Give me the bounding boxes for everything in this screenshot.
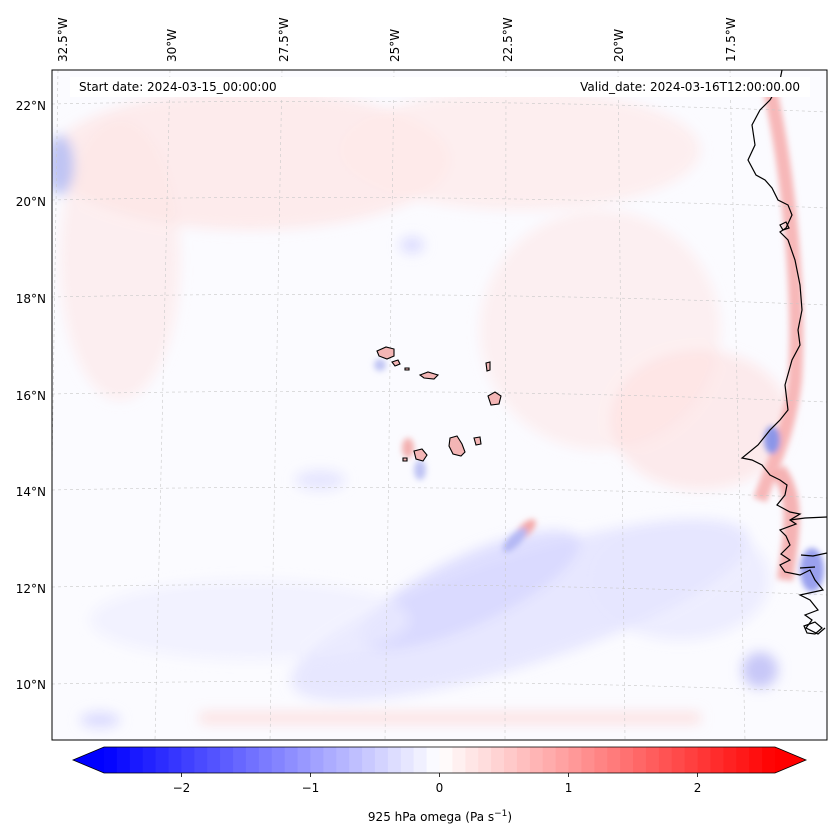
colorbar-segment <box>233 747 247 773</box>
colorbar-segment <box>297 747 312 773</box>
colorbar-segment <box>271 747 286 773</box>
colorbar-segment <box>542 747 557 773</box>
colorbar-segment <box>658 747 673 773</box>
colorbar-tick-label: −1 <box>302 781 320 795</box>
colorbar-segment <box>336 747 350 773</box>
colorbar-segments <box>104 747 776 773</box>
lat-label: 10°N <box>16 678 46 692</box>
colorbar-segment <box>581 747 595 773</box>
lon-label: 17.5°W <box>724 17 738 62</box>
colorbar-segment <box>516 747 531 773</box>
longitude-labels: 32.5°W 30°W 27.5°W 25°W 22.5°W 20°W 17.5… <box>56 17 738 62</box>
colorbar-segment <box>736 747 750 773</box>
colorbar-segment <box>710 747 724 773</box>
colorbar-tick-label: 1 <box>565 781 573 795</box>
colorbar: −2 −1 0 1 2 925 hPa omega (Pa s−1) <box>71 746 808 824</box>
colorbar-segment <box>555 747 570 773</box>
colorbar-segment <box>491 747 505 773</box>
island-santiago <box>448 435 466 457</box>
colorbar-segment <box>594 747 608 773</box>
colorbar-segment <box>284 747 299 773</box>
colorbar-segment <box>478 747 492 773</box>
latitude-labels: 22°N 20°N 18°N 16°N 14°N 12°N 10°N <box>16 99 46 692</box>
lon-label: 20°W <box>612 29 626 62</box>
cape-verde-islands <box>376 346 502 462</box>
start-date-label: Start date: 2024-03-15_00:00:00 <box>79 80 277 94</box>
colorbar-segment <box>104 747 118 773</box>
colorbar-segment <box>349 747 363 773</box>
map-frame <box>51 69 828 741</box>
colorbar-segment <box>607 747 621 773</box>
colorbar-segment <box>723 747 737 773</box>
lon-label: 22.5°W <box>501 17 515 62</box>
colorbar-segment <box>504 747 518 773</box>
colorbar-segment <box>155 747 170 773</box>
colorbar-segment <box>645 747 660 773</box>
lon-label: 27.5°W <box>277 17 291 62</box>
colorbar-label: 925 hPa omega (Pa s−1) <box>368 809 512 824</box>
colorbar-segment <box>529 747 544 773</box>
gridlines <box>52 70 827 740</box>
colorbar-segment <box>181 747 195 773</box>
colorbar-ticks: −2 −1 0 1 2 <box>173 773 702 795</box>
colorbar-segment <box>116 747 131 773</box>
island-sao-vicente <box>391 359 401 367</box>
colorbar-segment <box>439 747 453 773</box>
colorbar-segment <box>697 747 712 773</box>
colorbar-segment <box>671 747 686 773</box>
colorbar-tick-label: 0 <box>436 781 444 795</box>
lat-label: 20°N <box>16 195 46 209</box>
colorbar-segment <box>168 747 183 773</box>
island-brava <box>402 457 408 462</box>
lat-label: 18°N <box>16 292 46 306</box>
island-sal <box>485 361 491 372</box>
lat-label: 12°N <box>16 582 46 596</box>
island-sao-nicolau <box>418 371 440 380</box>
colorbar-segment <box>323 747 337 773</box>
colorbar-segment <box>749 747 763 773</box>
island-boa-vista <box>487 391 502 406</box>
valid-date-label: Valid_date: 2024-03-16T12:00:00.00 <box>580 80 800 94</box>
island-santa-luzia <box>404 367 410 371</box>
colorbar-segment <box>387 747 402 773</box>
header-band <box>70 77 810 97</box>
colorbar-tick-label: 2 <box>694 781 702 795</box>
colorbar-tick-label: −2 <box>173 781 191 795</box>
colorbar-segment <box>374 747 389 773</box>
colorbar-segment <box>129 747 144 773</box>
colorbar-segment <box>426 747 441 773</box>
colorbar-segment <box>762 747 776 773</box>
colorbar-segment <box>207 747 221 773</box>
colorbar-segment <box>465 747 479 773</box>
colorbar-segment <box>413 747 428 773</box>
island-maio <box>473 436 482 446</box>
colorbar-segment <box>684 747 699 773</box>
lon-label: 32.5°W <box>56 17 70 62</box>
colorbar-segment <box>245 747 260 773</box>
colorbar-segment <box>568 747 583 773</box>
africa-coastline <box>740 70 827 635</box>
colorbar-segment <box>452 747 466 773</box>
colorbar-outline <box>71 746 808 774</box>
colorbar-segment <box>362 747 376 773</box>
colorbar-segment <box>142 747 157 773</box>
colorbar-segment <box>620 747 634 773</box>
island-santo-antao <box>376 346 395 360</box>
lat-label: 14°N <box>16 485 46 499</box>
island-fogo <box>413 448 428 462</box>
colorbar-segment <box>220 747 234 773</box>
map-panel <box>52 70 827 740</box>
colorbar-segment <box>258 747 273 773</box>
colorbar-segment <box>633 747 647 773</box>
colorbar-segment <box>194 747 208 773</box>
colorbar-min-extend <box>73 747 104 773</box>
colorbar-segment <box>310 747 324 773</box>
colorbar-max-extend <box>775 747 806 773</box>
lat-label: 22°N <box>16 99 46 113</box>
lon-label: 30°W <box>165 29 179 62</box>
lon-label: 25°W <box>388 29 402 62</box>
lat-label: 16°N <box>16 389 46 403</box>
colorbar-segment <box>400 747 415 773</box>
